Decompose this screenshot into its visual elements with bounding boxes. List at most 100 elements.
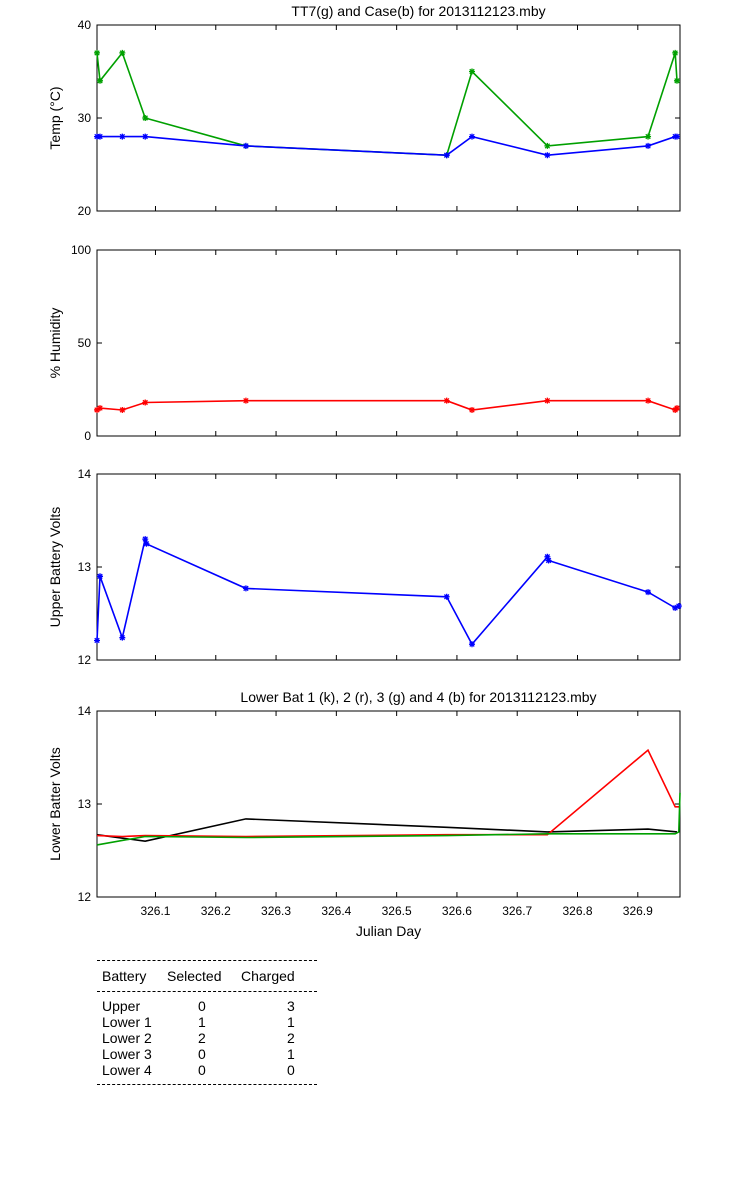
data-point <box>469 68 476 75</box>
data-point <box>142 115 149 121</box>
row-battery: Lower 2 <box>102 1030 152 1046</box>
table-bottom-rule <box>97 1084 317 1085</box>
row-selected: 0 <box>198 1046 206 1062</box>
x-tick-label: 326.8 <box>562 904 592 918</box>
series-line-2 <box>96 792 681 846</box>
data-point <box>544 553 551 560</box>
x-tick-label: 326.5 <box>382 904 412 918</box>
row-selected: 2 <box>198 1030 206 1046</box>
row-charged: 1 <box>287 1046 295 1062</box>
header-battery: Battery <box>102 968 147 984</box>
header-selected: Selected <box>167 968 222 984</box>
data-point <box>242 397 249 404</box>
y-axis-label: Lower Batter Volts <box>47 747 63 861</box>
plot-frame <box>96 249 681 437</box>
data-point <box>469 133 476 140</box>
row-charged: 3 <box>287 998 295 1014</box>
series-line-0 <box>96 818 678 843</box>
table-top-rule <box>97 960 317 961</box>
y-tick-label: 100 <box>71 243 91 257</box>
data-point <box>675 603 682 610</box>
data-point <box>119 406 126 413</box>
data-point <box>469 641 476 648</box>
plot-frame <box>96 24 681 212</box>
data-point <box>94 49 100 56</box>
row-battery: Lower 1 <box>102 1014 152 1030</box>
data-point <box>443 397 450 404</box>
row-charged: 1 <box>287 1014 295 1030</box>
x-tick-label: 326.1 <box>140 904 170 918</box>
y-tick-label: 50 <box>78 336 92 350</box>
chart-title: Lower Bat 1 (k), 2 (r), 3 (g) and 4 (b) … <box>240 689 596 705</box>
data-point <box>645 589 652 596</box>
row-selected: 1 <box>198 1014 206 1030</box>
data-point <box>645 133 652 140</box>
data-point <box>645 397 652 404</box>
series-line-1 <box>97 135 677 157</box>
y-tick-label: 12 <box>78 890 92 904</box>
chart-title: TT7(g) and Case(b) for 2013112123.mby <box>291 3 545 19</box>
series-line-0 <box>96 399 678 411</box>
x-tick-label: 326.6 <box>442 904 472 918</box>
data-point <box>94 406 100 413</box>
data-point <box>242 585 249 592</box>
table-row: Upper 0 3 <box>97 998 317 1014</box>
data-point <box>673 77 680 84</box>
y-tick-label: 13 <box>78 560 92 574</box>
y-tick-label: 30 <box>78 111 92 125</box>
row-selected: 0 <box>198 998 206 1014</box>
y-tick-label: 14 <box>78 704 92 718</box>
data-point <box>119 133 126 140</box>
data-point <box>142 536 149 543</box>
row-selected: 0 <box>198 1062 206 1078</box>
plot-frame <box>96 473 681 661</box>
data-point <box>469 406 476 413</box>
y-axis-label: Temp (°C) <box>47 86 63 149</box>
data-point <box>544 152 551 159</box>
table-header-rule <box>97 991 317 992</box>
table-row: Lower 2 2 2 <box>97 1030 317 1046</box>
x-tick-label: 326.3 <box>261 904 291 918</box>
data-point <box>119 634 126 641</box>
x-tick-label: 326.7 <box>502 904 532 918</box>
data-point <box>544 397 551 404</box>
data-point <box>119 49 126 56</box>
x-tick-label: 326.4 <box>321 904 351 918</box>
y-tick-label: 13 <box>78 797 92 811</box>
data-point <box>544 142 551 149</box>
data-point <box>673 405 680 412</box>
row-battery: Upper <box>102 998 141 1014</box>
data-point <box>645 142 652 149</box>
x-tick-label: 326.9 <box>623 904 653 918</box>
y-tick-label: 40 <box>78 18 92 32</box>
y-tick-label: 20 <box>78 204 92 218</box>
x-axis-label: Julian Day <box>356 923 421 939</box>
y-tick-label: 0 <box>84 429 91 443</box>
data-point <box>242 142 249 149</box>
table-row: Lower 3 0 1 <box>97 1046 317 1062</box>
data-point <box>97 133 104 140</box>
table-row: Lower 1 1 1 <box>97 1014 317 1030</box>
series-line-0 <box>96 538 680 646</box>
y-tick-label: 12 <box>78 653 92 667</box>
table-row: Lower 4 0 0 <box>97 1062 317 1078</box>
plot-frame <box>96 710 681 898</box>
data-point <box>545 557 552 564</box>
row-battery: Lower 4 <box>102 1062 152 1078</box>
data-point <box>94 637 100 644</box>
header-charged: Charged <box>241 968 295 984</box>
y-tick-label: 14 <box>78 467 92 481</box>
data-point <box>443 152 450 159</box>
battery-summary-table: Battery Selected Charged Upper 0 3 Lower… <box>97 960 317 1085</box>
data-point <box>97 405 104 412</box>
data-point <box>97 573 104 580</box>
x-tick-label: 326.2 <box>201 904 231 918</box>
data-point <box>142 399 149 406</box>
y-axis-label: Upper Battery Volts <box>47 507 63 628</box>
table-header-row: Battery Selected Charged <box>97 961 317 991</box>
data-point <box>97 77 104 84</box>
data-point <box>672 604 679 611</box>
data-point <box>443 593 450 600</box>
y-axis-label: % Humidity <box>47 308 63 379</box>
